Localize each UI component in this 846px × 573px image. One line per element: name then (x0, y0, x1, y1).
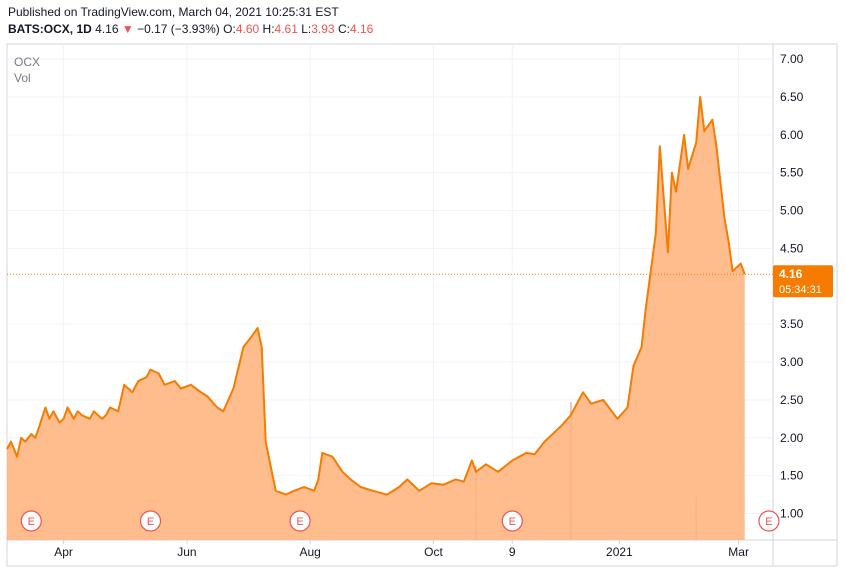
close-value: 4.16 (349, 22, 374, 36)
earnings-circle (501, 510, 523, 532)
earnings-marker[interactable]: E (289, 510, 311, 532)
change-arrow-icon: ▼ (121, 22, 134, 36)
low-label: L: (301, 22, 312, 36)
time-axis: Apr Jun Aug Oct 9 2021 Mar (54, 540, 749, 559)
open-label: O: (223, 22, 236, 36)
price-tick-label: 3.00 (780, 355, 804, 369)
earnings-circle (139, 510, 162, 532)
change-value: −0.17 (−3.93%) (137, 22, 220, 36)
legend-vol: Vol (14, 71, 31, 85)
time-tick-label: Apr (54, 545, 73, 559)
chart-frame (6, 43, 838, 567)
earnings-marker[interactable]: E (20, 510, 42, 532)
time-tick-label: Mar (728, 545, 749, 559)
earnings-circle (289, 510, 311, 532)
time-tick-label: 9 (509, 545, 516, 559)
earnings-label: E (28, 516, 35, 528)
price-tick-label: 7.00 (780, 52, 804, 66)
price-area-fill (7, 97, 745, 540)
earnings-circle (20, 510, 42, 532)
price-tick-label: 1.00 (780, 506, 804, 520)
open-value: 4.60 (235, 22, 260, 36)
time-tick-label: Jun (177, 545, 196, 559)
earnings-circle (758, 510, 780, 532)
last-value: 4.16 (95, 22, 119, 36)
price-axis: 1.00 1.50 2.00 2.50 3.00 3.50 4.50 5.00 5.50 6.00… (780, 52, 804, 520)
high-label: H: (262, 22, 275, 36)
earnings-marker[interactable]: E (758, 510, 780, 532)
last-price-value: 4.16 (779, 267, 803, 281)
low-value: 3.93 (311, 22, 335, 36)
time-tick-label: Oct (424, 545, 443, 559)
earnings-marker[interactable]: E (501, 510, 523, 532)
earnings-label: E (509, 516, 516, 528)
price-tick-label: 4.50 (780, 241, 804, 255)
legend-ticker: OCX (14, 55, 40, 69)
published-caption: Published on TradingView.com, March 04, … (8, 5, 339, 19)
ohlc-legend: BATS:OCX, 1D 4.16 ▼ −0.17 (−3.93%) O:4.6… (8, 22, 373, 36)
earnings-label: E (296, 516, 303, 528)
price-tick-label: 2.50 (780, 393, 804, 407)
high-value: 4.61 (274, 22, 298, 36)
price-tick-label: 1.50 (780, 469, 804, 483)
price-tick-label: 5.00 (780, 204, 804, 218)
price-tick-label: 5.50 (780, 166, 804, 180)
close-label: C: (337, 22, 350, 36)
price-tick-label: 6.50 (780, 90, 804, 104)
last-price-tag (773, 265, 833, 298)
earnings-marker[interactable]: E (139, 510, 162, 532)
price-line (6, 96, 746, 496)
earnings-label: E (765, 516, 772, 528)
price-tick-label: 3.50 (780, 317, 804, 331)
last-price-countdown: 05:34:31 (779, 284, 822, 296)
time-tick-label: 2021 (606, 545, 633, 559)
time-tick-label: Aug (299, 545, 320, 559)
price-tick-label: 2.00 (780, 431, 804, 445)
price-tick-label: 6.00 (780, 128, 804, 142)
symbol-label: BATS:OCX, 1D (8, 22, 92, 36)
earnings-label: E (147, 516, 154, 528)
